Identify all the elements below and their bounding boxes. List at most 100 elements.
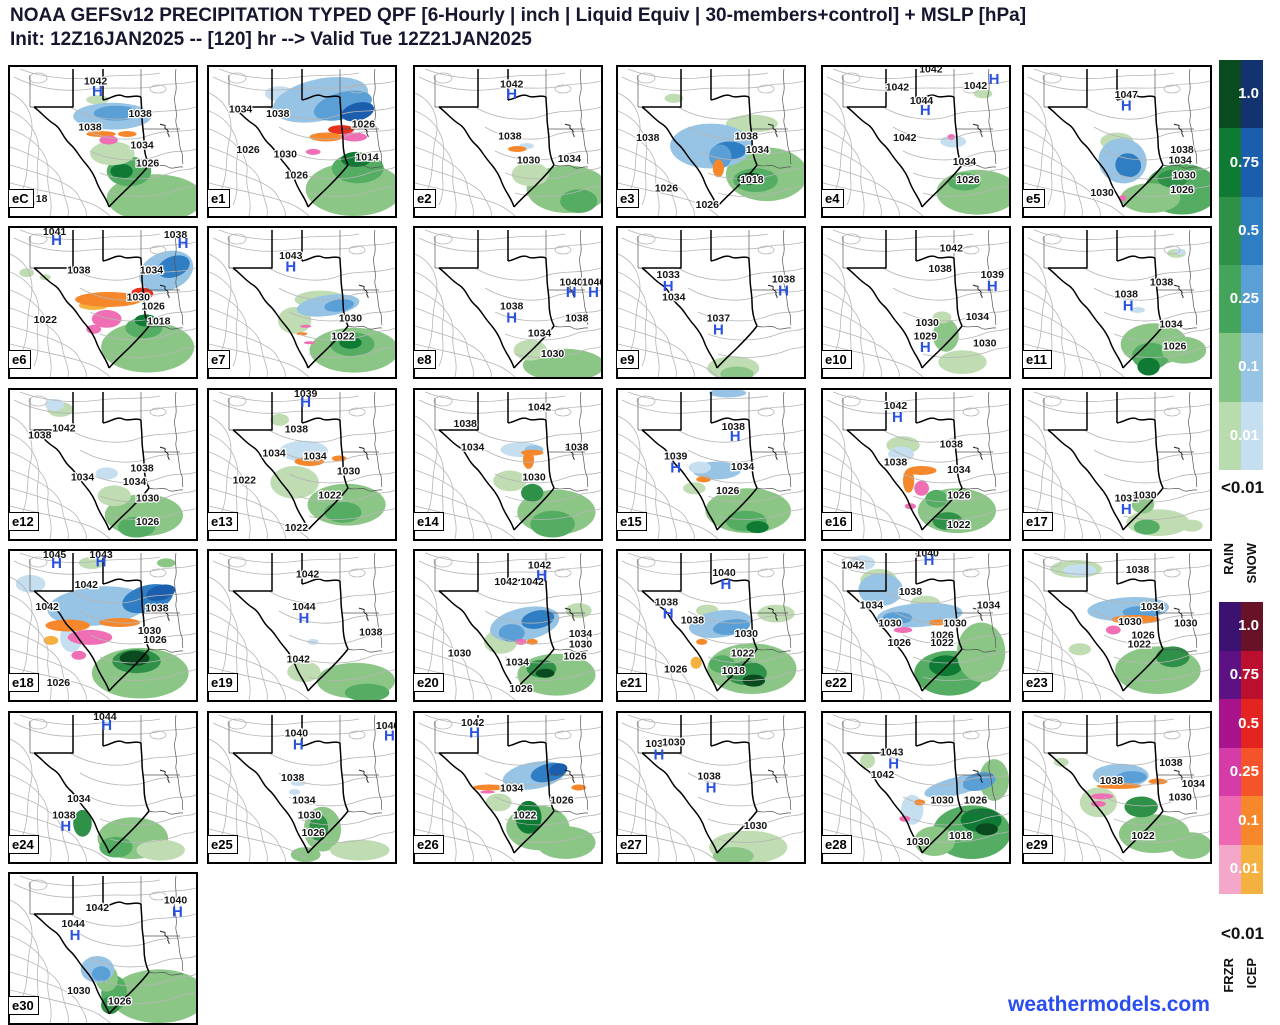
pressure-label: 1040	[582, 277, 601, 289]
pressure-label: 1038	[636, 132, 660, 144]
pressure-labels: 1044 1034 1038	[51, 713, 118, 822]
precip-blob-ic	[929, 619, 948, 626]
panel-id-badge: e15	[616, 512, 647, 531]
precip-blob-ic	[296, 332, 308, 336]
panel-id-badge: e24	[8, 835, 39, 854]
precip-blob-s3	[962, 771, 996, 792]
precip-blob-s1	[15, 574, 46, 593]
precip-blob-r1	[938, 350, 987, 374]
precip-shading	[860, 753, 1009, 859]
colorbar-cell-snow-0.5	[1241, 196, 1263, 266]
pressure-label: 1038	[1159, 757, 1183, 769]
precip-blob-r3	[344, 683, 390, 700]
precip-blob-fz	[947, 134, 955, 140]
precip-shading	[45, 398, 183, 538]
pressure-label: 1030	[67, 985, 91, 997]
pressure-label: 1042	[461, 717, 485, 729]
pressure-label: 1038	[899, 586, 923, 598]
panel-id-badge: e11	[1022, 350, 1052, 369]
colorbar-cell-icep-0.1	[1241, 796, 1263, 846]
precip-blob-ic	[117, 131, 137, 137]
pressure-labels: 1034 1038 1026 1026 1030 1026 1014	[228, 102, 380, 182]
panel-id-badge: e20	[413, 673, 444, 692]
precip-blob-r3	[324, 501, 362, 523]
precip-blob-ic	[521, 449, 544, 456]
pressure-label: 1043	[880, 747, 904, 759]
pressure-label: 1044	[93, 713, 117, 723]
precip-shading	[707, 356, 760, 377]
pressure-labels: 1038 1038 1034 1026	[1113, 275, 1187, 354]
high-pressure-H-marker: H	[920, 102, 931, 119]
pressure-label: 1042	[36, 601, 60, 613]
high-pressure-H-marker: H	[566, 284, 577, 301]
precip-blob-ic	[86, 131, 116, 137]
high-pressure-H-marker: H	[51, 232, 62, 249]
map-canvas-e25: 104010401038103410301026HH	[209, 714, 395, 862]
pressure-labels: 1042 1034 1026 1022	[460, 716, 575, 823]
pressure-label: 1026	[930, 629, 954, 641]
colorbar-cell-rain-0.1	[1219, 333, 1241, 402]
pressure-label: 1026	[143, 634, 167, 646]
pressure-label: 1026	[716, 485, 740, 497]
high-pressure-H-marker: H	[506, 86, 517, 103]
colorbar-cell-frzr-0.5	[1219, 699, 1241, 749]
pressure-label: 1026	[509, 683, 533, 695]
pressure-label: 1042	[84, 75, 108, 87]
precip-blob-r1	[19, 268, 35, 278]
panel-id-badge: e19	[207, 673, 238, 692]
high-markers: H	[924, 552, 935, 569]
pressure-label: 1042	[893, 132, 917, 144]
high-markers: HH	[653, 747, 716, 797]
pressure-label: 1042	[871, 769, 895, 781]
pressure-label: 1038	[565, 442, 589, 454]
colorbar-tick-label: 0.75	[1229, 153, 1259, 171]
precip-blob-ic3	[690, 656, 702, 669]
icep-column-label: ICEP	[1244, 958, 1259, 989]
high-markers: H HH	[506, 284, 599, 326]
colorbar-tick-label: 0.25	[1229, 290, 1259, 307]
map-canvas-e14: 1042 1038 1034 1038 1030	[415, 391, 601, 539]
high-pressure-H-marker: H	[888, 756, 899, 773]
pressure-labels: 1042 1038 1038 1034 1026 1022	[883, 399, 972, 533]
colorbar-tick-label: 0.25	[1229, 763, 1259, 781]
precip-blob-r6	[119, 650, 150, 666]
precip-shading	[683, 390, 791, 534]
high-pressure-H-marker: H	[384, 727, 395, 744]
pressure-label: 1026	[108, 996, 132, 1008]
pressure-label: 1026	[947, 489, 971, 501]
precip-blob-r1	[1180, 519, 1203, 532]
precip-blob-s3	[498, 624, 525, 642]
high-markers: HH	[920, 278, 998, 356]
precip-blob-fz	[1105, 625, 1121, 635]
weathermodels-brand-link[interactable]: weathermodels.com	[1008, 993, 1210, 1016]
precip-blob-s1	[688, 461, 711, 474]
precip-blob-r2	[956, 622, 1006, 683]
precip-blob-r5	[929, 655, 963, 677]
precip-blob-r2	[156, 558, 176, 568]
pressure-label: 1030	[522, 471, 546, 483]
high-markers: H HH	[663, 278, 789, 338]
colorbar-cell-rain-0.01	[1219, 401, 1241, 471]
panel-id-badge: e7	[207, 350, 231, 369]
high-markers: H	[285, 259, 296, 276]
precip-shading	[80, 956, 196, 1023]
pressure-label: 1034	[500, 783, 524, 795]
precip-blob-r1	[757, 604, 795, 623]
pressure-label: 1034	[229, 104, 253, 116]
pressure-label: 1018	[949, 830, 973, 842]
high-markers: H	[92, 83, 103, 100]
pressure-label: 1042	[494, 576, 518, 588]
panel-id-badge: e4	[821, 189, 845, 208]
pressure-label: 1038	[129, 108, 153, 120]
panel-id-badge: e30	[8, 996, 39, 1015]
